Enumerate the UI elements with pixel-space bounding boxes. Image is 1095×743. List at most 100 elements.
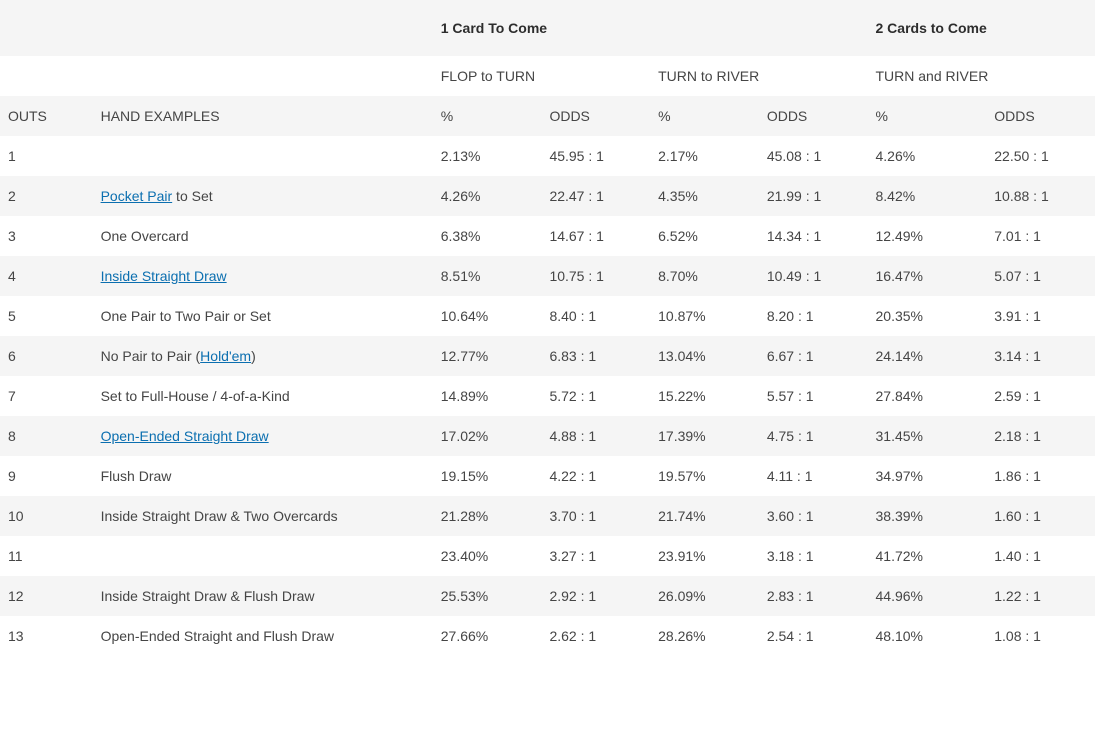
cell-pct: 26.09%	[650, 576, 759, 616]
cell-hand: No Pair to Pair (Hold'em)	[93, 336, 433, 376]
cell-odds: 7.01 : 1	[986, 216, 1095, 256]
cell-odds: 22.47 : 1	[541, 176, 650, 216]
cell-pct: 14.89%	[433, 376, 542, 416]
cell-pct: 23.40%	[433, 536, 542, 576]
cell-odds: 2.92 : 1	[541, 576, 650, 616]
cell-odds: 4.88 : 1	[541, 416, 650, 456]
cell-pct: 4.35%	[650, 176, 759, 216]
cell-outs: 5	[0, 296, 93, 336]
cell-pct: 6.38%	[433, 216, 542, 256]
cell-pct: 48.10%	[868, 616, 987, 656]
cell-odds: 5.72 : 1	[541, 376, 650, 416]
cell-pct: 27.66%	[433, 616, 542, 656]
cell-pct: 23.91%	[650, 536, 759, 576]
column-header-row: OUTS HAND EXAMPLES % ODDS % ODDS % ODDS	[0, 96, 1095, 136]
col-pct-3: %	[876, 108, 888, 124]
cell-hand: Inside Straight Draw & Flush Draw	[93, 576, 433, 616]
cell-pct: 21.74%	[650, 496, 759, 536]
cell-outs: 3	[0, 216, 93, 256]
cell-pct: 19.57%	[650, 456, 759, 496]
table-row: 6 No Pair to Pair (Hold'em) 12.77% 6.83 …	[0, 336, 1095, 376]
cell-odds: 1.86 : 1	[986, 456, 1095, 496]
col-outs: OUTS	[8, 108, 47, 124]
link-holdem[interactable]: Hold'em	[200, 348, 251, 364]
subheader-turn-to-river: TURN to RIVER	[658, 68, 759, 84]
cell-hand	[93, 536, 433, 576]
cell-odds: 6.67 : 1	[759, 336, 868, 376]
cell-pct: 24.14%	[868, 336, 987, 376]
table-row: 2 Pocket Pair to Set 4.26% 22.47 : 1 4.3…	[0, 176, 1095, 216]
cell-odds: 21.99 : 1	[759, 176, 868, 216]
cell-hand: Open-Ended Straight and Flush Draw	[93, 616, 433, 656]
cell-pct: 4.26%	[433, 176, 542, 216]
cell-outs: 1	[0, 136, 93, 176]
cell-pct: 38.39%	[868, 496, 987, 536]
cell-odds: 2.59 : 1	[986, 376, 1095, 416]
cell-pct: 17.39%	[650, 416, 759, 456]
table-row: 12 Inside Straight Draw & Flush Draw 25.…	[0, 576, 1095, 616]
cell-pct: 13.04%	[650, 336, 759, 376]
cell-odds: 1.22 : 1	[986, 576, 1095, 616]
cell-odds: 1.08 : 1	[986, 616, 1095, 656]
cell-outs: 8	[0, 416, 93, 456]
col-pct-2: %	[658, 108, 670, 124]
section-two-cards: 2 Cards to Come	[876, 20, 987, 36]
cell-odds: 22.50 : 1	[986, 136, 1095, 176]
link-open-ended-straight-draw[interactable]: Open-Ended Straight Draw	[101, 428, 269, 444]
cell-hand	[93, 136, 433, 176]
table-row: 1 2.13% 45.95 : 1 2.17% 45.08 : 1 4.26% …	[0, 136, 1095, 176]
cell-pct: 44.96%	[868, 576, 987, 616]
cell-pct: 4.26%	[868, 136, 987, 176]
cell-odds: 3.27 : 1	[541, 536, 650, 576]
cell-pct: 10.64%	[433, 296, 542, 336]
cell-hand: Pocket Pair to Set	[93, 176, 433, 216]
cell-pct: 10.87%	[650, 296, 759, 336]
cell-hand: Set to Full-House / 4-of-a-Kind	[93, 376, 433, 416]
cell-pct: 19.15%	[433, 456, 542, 496]
table-row: 5 One Pair to Two Pair or Set 10.64% 8.4…	[0, 296, 1095, 336]
table-row: 4 Inside Straight Draw 8.51% 10.75 : 1 8…	[0, 256, 1095, 296]
cell-odds: 3.14 : 1	[986, 336, 1095, 376]
cell-odds: 3.91 : 1	[986, 296, 1095, 336]
cell-pct: 8.51%	[433, 256, 542, 296]
cell-odds: 8.20 : 1	[759, 296, 868, 336]
table-row: 13 Open-Ended Straight and Flush Draw 27…	[0, 616, 1095, 656]
odds-table: 1 Card To Come 2 Cards to Come FLOP to T…	[0, 0, 1095, 656]
cell-pct: 27.84%	[868, 376, 987, 416]
cell-odds: 2.18 : 1	[986, 416, 1095, 456]
cell-odds: 45.95 : 1	[541, 136, 650, 176]
cell-pct: 2.17%	[650, 136, 759, 176]
table-row: 11 23.40% 3.27 : 1 23.91% 3.18 : 1 41.72…	[0, 536, 1095, 576]
subheader-row: FLOP to TURN TURN to RIVER TURN and RIVE…	[0, 56, 1095, 96]
cell-pct: 6.52%	[650, 216, 759, 256]
table-row: 8 Open-Ended Straight Draw 17.02% 4.88 :…	[0, 416, 1095, 456]
cell-odds: 1.60 : 1	[986, 496, 1095, 536]
cell-pct: 41.72%	[868, 536, 987, 576]
table-row: 10 Inside Straight Draw & Two Overcards …	[0, 496, 1095, 536]
cell-pct: 20.35%	[868, 296, 987, 336]
table-row: 9 Flush Draw 19.15% 4.22 : 1 19.57% 4.11…	[0, 456, 1095, 496]
cell-outs: 9	[0, 456, 93, 496]
cell-odds: 3.60 : 1	[759, 496, 868, 536]
cell-pct: 15.22%	[650, 376, 759, 416]
col-pct-1: %	[441, 108, 453, 124]
col-odds-1: ODDS	[549, 108, 589, 124]
cell-outs: 2	[0, 176, 93, 216]
cell-pct: 12.77%	[433, 336, 542, 376]
cell-odds: 14.34 : 1	[759, 216, 868, 256]
link-inside-straight-draw[interactable]: Inside Straight Draw	[101, 268, 227, 284]
cell-hand: Flush Draw	[93, 456, 433, 496]
section-header-row: 1 Card To Come 2 Cards to Come	[0, 0, 1095, 56]
cell-odds: 45.08 : 1	[759, 136, 868, 176]
cell-outs: 11	[0, 536, 93, 576]
cell-hand: Inside Straight Draw	[93, 256, 433, 296]
subheader-flop-to-turn: FLOP to TURN	[441, 68, 535, 84]
link-pocket-pair[interactable]: Pocket Pair	[101, 188, 173, 204]
cell-pct: 16.47%	[868, 256, 987, 296]
cell-odds: 2.54 : 1	[759, 616, 868, 656]
cell-outs: 13	[0, 616, 93, 656]
cell-hand: One Overcard	[93, 216, 433, 256]
cell-odds: 5.07 : 1	[986, 256, 1095, 296]
cell-odds: 10.49 : 1	[759, 256, 868, 296]
cell-hand: One Pair to Two Pair or Set	[93, 296, 433, 336]
